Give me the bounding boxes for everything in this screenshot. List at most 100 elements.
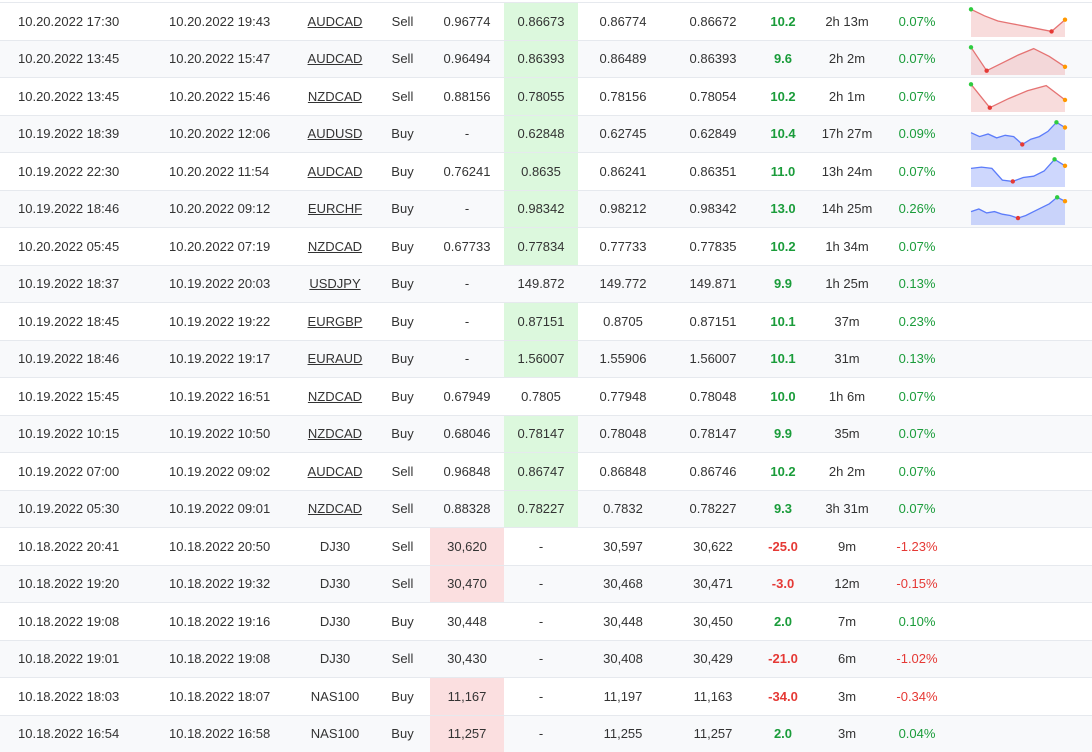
take-profit: 0.98342	[504, 190, 578, 227]
pips: 10.2	[770, 13, 796, 29]
sparkline	[970, 119, 1068, 150]
pips: -3.0	[771, 576, 795, 592]
table-row: 10.18.2022 19:08 10.18.2022 19:16 DJ30 Buy 3…	[0, 602, 1092, 640]
open-price: 30,470	[430, 565, 504, 602]
duration: 1h 6m	[828, 388, 866, 404]
pips: -21.0	[768, 651, 798, 667]
close-time: 10.19.2022 20:03	[169, 276, 271, 292]
open-time: 10.18.2022 19:01	[18, 651, 120, 667]
open-time: 10.19.2022 18:37	[18, 276, 120, 292]
take-profit: 149.872	[517, 276, 565, 292]
take-profit: 0.78147	[504, 415, 578, 452]
symbol[interactable]: AUDUSD	[307, 126, 363, 142]
trade-type: Buy	[391, 388, 414, 404]
take-profit: -	[538, 576, 544, 592]
last-price: 0.77835	[689, 238, 737, 254]
sparkline	[970, 194, 1068, 225]
open-price: 30,620	[430, 528, 504, 565]
symbol[interactable]: AUDCAD	[307, 51, 363, 67]
profit-percent: 0.07%	[898, 88, 936, 104]
symbol[interactable]: USDJPY	[309, 276, 361, 292]
open-price: 0.67733	[443, 238, 491, 254]
last-price: 11,257	[693, 726, 733, 742]
duration: 3m	[837, 726, 857, 742]
close-time: 10.19.2022 10:50	[169, 426, 271, 442]
profit-percent: 0.07%	[898, 426, 936, 442]
open-price: 0.96494	[443, 51, 491, 67]
close-price: 30,468	[603, 576, 643, 592]
open-time: 10.19.2022 18:39	[18, 126, 120, 142]
table-row: 10.18.2022 20:41 10.18.2022 20:50 DJ30 Sell…	[0, 527, 1092, 565]
symbol[interactable]: NZDCAD	[307, 501, 363, 517]
open-price: 0.96774	[443, 13, 491, 29]
trade-type: Sell	[391, 13, 414, 29]
open-time: 10.20.2022 13:45	[18, 88, 120, 104]
symbol[interactable]: NZDCAD	[307, 388, 363, 404]
close-time: 10.20.2022 19:43	[169, 13, 271, 29]
pips: 9.9	[773, 426, 793, 442]
duration: 1h 34m	[825, 238, 869, 254]
symbol[interactable]: NZDCAD	[307, 426, 363, 442]
close-time: 10.20.2022 15:47	[169, 51, 271, 67]
take-profit: 0.77834	[504, 228, 578, 265]
profit-percent: -1.02%	[896, 651, 938, 667]
sparkline-min	[1010, 179, 1015, 184]
trade-type: Buy	[391, 688, 414, 704]
table-row: 10.19.2022 10:15 10.19.2022 10:50 NZDCAD Bu…	[0, 414, 1092, 452]
symbol[interactable]: AUDCAD	[307, 463, 363, 479]
sparkline-min	[984, 68, 989, 73]
table-row: 10.19.2022 18:46 10.19.2022 19:17 EURAUD Bu…	[0, 339, 1092, 377]
pips: 10.2	[770, 238, 796, 254]
close-time: 10.19.2022 19:22	[169, 313, 271, 329]
profit-percent: -1.23%	[896, 538, 938, 554]
duration: 2h 2m	[828, 463, 866, 479]
symbol[interactable]: AUDCAD	[307, 163, 363, 179]
profit-percent: 0.09%	[898, 126, 936, 142]
sparkline-min	[1020, 141, 1025, 147]
take-profit: -	[538, 613, 544, 629]
close-time: 10.20.2022 07:19	[169, 238, 271, 254]
symbol[interactable]: EURGBP	[307, 313, 363, 329]
open-price: 11,257	[430, 715, 504, 752]
sparkline-last	[1062, 17, 1068, 22]
take-profit: 0.86747	[504, 453, 578, 490]
trade-type: Buy	[391, 726, 414, 742]
sparkline-area	[971, 46, 1065, 75]
trade-type: Buy	[391, 163, 414, 179]
trade-type: Buy	[391, 201, 414, 217]
duration: 6m	[837, 651, 857, 667]
table-row: 10.19.2022 05:30 10.19.2022 09:01 NZDCAD Se…	[0, 489, 1092, 527]
last-price: 30,471	[693, 576, 733, 592]
sparkline-max	[968, 7, 974, 12]
sparkline-max	[968, 82, 974, 87]
open-time: 10.19.2022 22:30	[18, 163, 120, 179]
last-price: 0.86672	[689, 13, 737, 29]
profit-percent: 0.23%	[898, 313, 936, 329]
table-row: 10.19.2022 15:45 10.19.2022 16:51 NZDCAD Bu…	[0, 377, 1092, 415]
take-profit: -	[538, 538, 544, 554]
profit-percent: 0.04%	[898, 726, 936, 742]
close-price: 0.86774	[599, 13, 647, 29]
symbol[interactable]: EURCHF	[307, 201, 363, 217]
sparkline-last	[1062, 163, 1068, 168]
pips: 10.2	[770, 88, 796, 104]
symbol[interactable]: AUDCAD	[307, 13, 363, 29]
profit-percent: 0.07%	[898, 501, 936, 517]
duration: 2h 13m	[825, 13, 869, 29]
open-time: 10.19.2022 18:46	[18, 351, 120, 367]
open-price: 30,448	[447, 613, 487, 629]
sparkline-min	[1049, 29, 1054, 34]
sparkline-min	[987, 105, 992, 110]
close-time: 10.20.2022 12:06	[169, 126, 271, 142]
trade-type: Sell	[391, 51, 414, 67]
symbol: NAS100	[310, 726, 360, 742]
sparkline-last	[1062, 124, 1068, 130]
close-price: 1.55906	[599, 351, 647, 367]
close-time: 10.19.2022 16:51	[169, 388, 271, 404]
close-price: 0.62745	[599, 126, 647, 142]
symbol[interactable]: NZDCAD	[307, 238, 363, 254]
close-price: 0.77733	[599, 238, 647, 254]
symbol[interactable]: NZDCAD	[307, 88, 363, 104]
last-price: 0.98342	[689, 201, 737, 217]
symbol[interactable]: EURAUD	[307, 351, 363, 367]
